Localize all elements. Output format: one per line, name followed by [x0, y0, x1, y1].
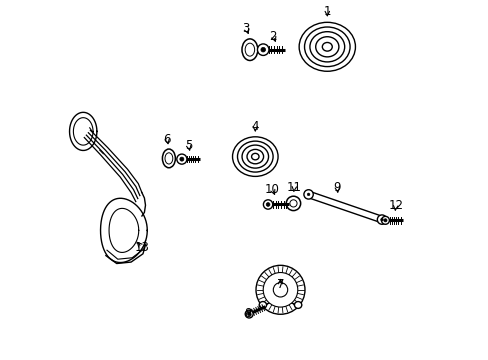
Circle shape	[303, 190, 313, 199]
Ellipse shape	[322, 42, 331, 51]
Text: 2: 2	[269, 30, 277, 42]
Circle shape	[177, 154, 186, 164]
Circle shape	[381, 216, 388, 224]
Text: 4: 4	[251, 120, 259, 133]
Circle shape	[180, 157, 183, 161]
Ellipse shape	[162, 149, 175, 168]
Text: 12: 12	[387, 199, 403, 212]
Text: 6: 6	[163, 133, 170, 146]
Ellipse shape	[259, 302, 266, 309]
Text: 13: 13	[134, 241, 149, 254]
Circle shape	[285, 196, 300, 211]
Circle shape	[380, 218, 383, 221]
Circle shape	[273, 283, 287, 297]
Circle shape	[256, 265, 305, 314]
Text: 7: 7	[276, 278, 284, 291]
Circle shape	[263, 273, 297, 307]
Ellipse shape	[294, 302, 301, 309]
Circle shape	[247, 312, 250, 316]
Text: 1: 1	[323, 5, 330, 18]
Polygon shape	[307, 191, 382, 223]
Ellipse shape	[251, 153, 259, 160]
Circle shape	[377, 215, 386, 224]
Circle shape	[383, 219, 386, 222]
Circle shape	[263, 200, 272, 209]
Circle shape	[306, 193, 309, 196]
Text: 8: 8	[244, 307, 251, 320]
Text: 11: 11	[286, 181, 301, 194]
Ellipse shape	[242, 39, 257, 60]
Text: 9: 9	[333, 181, 341, 194]
Circle shape	[257, 44, 268, 55]
Text: 3: 3	[242, 22, 249, 35]
Text: 5: 5	[184, 139, 192, 152]
Circle shape	[261, 48, 265, 52]
Circle shape	[265, 203, 269, 206]
Text: 10: 10	[264, 183, 280, 196]
Circle shape	[244, 310, 253, 318]
